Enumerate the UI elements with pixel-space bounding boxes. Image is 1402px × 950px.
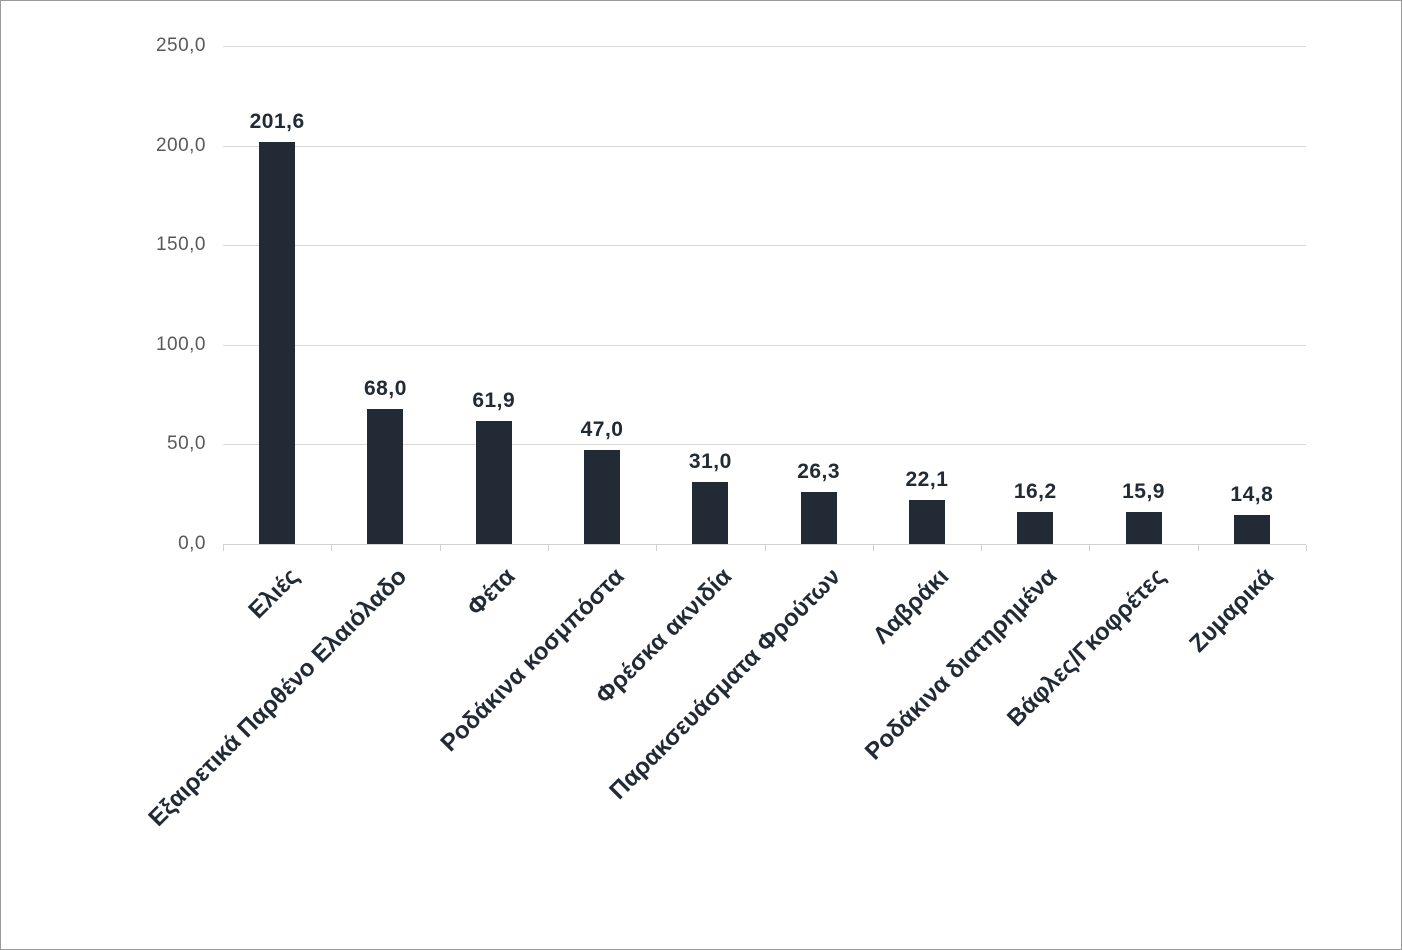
bar bbox=[692, 482, 729, 544]
category-label: Ροδάκινα διατηρημένα bbox=[859, 563, 1063, 766]
category-label: Παρακσευάσματα Φρούτων bbox=[603, 563, 846, 805]
bar bbox=[367, 408, 404, 544]
bar-value-label: 201,6 bbox=[249, 110, 305, 134]
bar-value-label: 61,9 bbox=[472, 388, 516, 412]
bar bbox=[1017, 511, 1054, 544]
gridline bbox=[223, 46, 1306, 47]
x-axis-tick bbox=[1197, 545, 1199, 551]
bar-value-label: 22,1 bbox=[905, 467, 949, 491]
bar bbox=[259, 142, 296, 544]
category-label: Ροδάκινα κοσμπόστα bbox=[435, 563, 630, 758]
bar bbox=[584, 450, 621, 544]
category-label: Φέτα bbox=[462, 563, 521, 622]
y-axis-tick-label: 0,0 bbox=[178, 533, 206, 554]
bar-value-label: 14,8 bbox=[1230, 482, 1274, 506]
x-axis-tick bbox=[1089, 545, 1091, 551]
bar bbox=[908, 499, 945, 544]
bar-value-label: 15,9 bbox=[1122, 480, 1165, 504]
x-axis-line bbox=[223, 544, 1306, 545]
gridline bbox=[223, 145, 1306, 147]
x-axis-tick bbox=[223, 545, 224, 551]
x-axis-tick bbox=[439, 545, 441, 551]
category-label: Λαβράκι bbox=[867, 563, 955, 650]
x-axis-tick bbox=[1306, 545, 1307, 551]
y-axis-tick-label: 150,0 bbox=[155, 234, 206, 256]
x-axis-tick bbox=[331, 545, 333, 551]
bar bbox=[800, 491, 837, 544]
x-axis-tick bbox=[656, 545, 658, 551]
bar-value-label: 16,2 bbox=[1013, 479, 1057, 503]
bar bbox=[475, 420, 512, 544]
bar bbox=[1233, 514, 1270, 544]
category-label: Ζυμαρικά bbox=[1184, 563, 1279, 658]
bar bbox=[1125, 512, 1162, 544]
x-axis-tick bbox=[872, 545, 874, 551]
bar-value-label: 47,0 bbox=[580, 418, 624, 442]
gridline bbox=[223, 344, 1306, 346]
y-axis-tick-label: 200,0 bbox=[155, 134, 206, 156]
y-axis-tick-label: 50,0 bbox=[167, 433, 206, 455]
gridline bbox=[223, 444, 1306, 446]
x-axis-tick bbox=[981, 545, 983, 551]
category-label: Ελιές bbox=[243, 563, 305, 625]
bar-value-label: 68,0 bbox=[364, 376, 407, 400]
bar-value-label: 26,3 bbox=[797, 459, 841, 483]
gridline bbox=[223, 245, 1306, 247]
y-axis-tick-label: 100,0 bbox=[155, 333, 206, 355]
plot-area: 201,6 68,0 61,9 47,0 31,0 26,3 22,1 16,2 15,9 14,… bbox=[223, 46, 1307, 551]
x-axis-tick bbox=[547, 545, 549, 551]
x-axis-tick bbox=[764, 545, 766, 551]
bar-value-label: 31,0 bbox=[688, 450, 732, 474]
y-axis-tick-label: 250,0 bbox=[155, 35, 206, 56]
